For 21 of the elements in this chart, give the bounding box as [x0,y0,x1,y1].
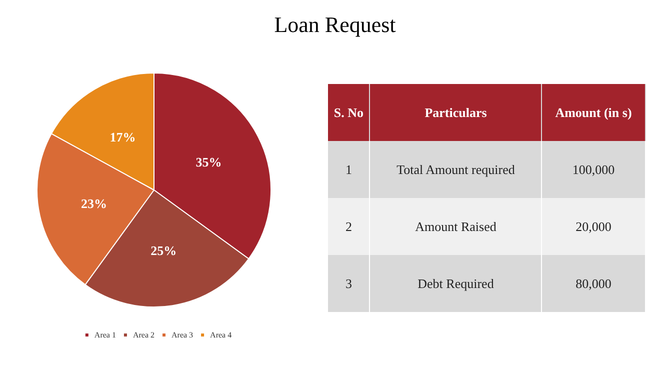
legend-label: Area 2 [132,330,155,340]
data-label: 35% [196,154,222,170]
text: Total Amount required [396,162,515,176]
legend-label: Area 4 [210,330,232,340]
data-label: 17% [110,130,136,145]
text: 2 [345,218,352,234]
category-label: S. No [328,84,370,141]
text: 1 [345,162,352,176]
data-label: 25% [150,243,177,258]
text: Amount Raised [415,218,496,234]
text: 100,000 [572,162,615,176]
text: Loan Request [273,12,397,39]
text: Debt Required [418,276,494,290]
category-label: Amount (in s) [541,84,646,141]
text: 20,000 [576,218,612,234]
text: 3 [345,276,352,290]
data-label: 23% [80,196,107,211]
legend-label: Area 3 [172,330,194,340]
category-label: Particulars [370,84,542,141]
legend-label: Area 1 [94,330,116,340]
text: 80,000 [576,276,612,290]
